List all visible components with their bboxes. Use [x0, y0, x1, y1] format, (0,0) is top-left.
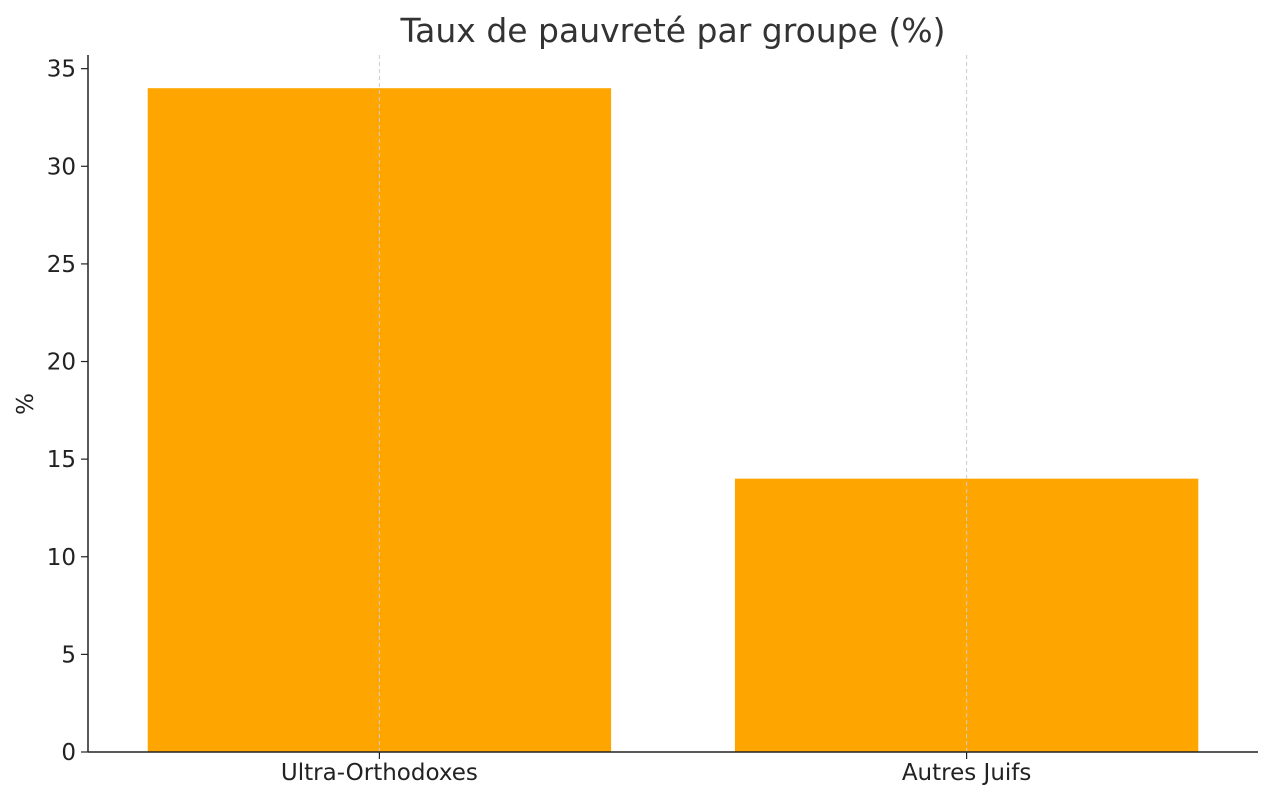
x-tick-label: Ultra-Orthodoxes: [281, 760, 478, 786]
y-tick-label: 35: [47, 57, 76, 83]
axes: [87, 55, 1258, 753]
y-tick-label: 20: [47, 350, 76, 376]
y-tick-label: 0: [61, 740, 76, 766]
bars: [147, 88, 1199, 752]
chart-title: Taux de pauvreté par groupe (%): [399, 11, 945, 50]
y-tick-label: 15: [47, 447, 76, 473]
y-tick-label: 10: [47, 545, 76, 571]
y-tick-label: 30: [47, 154, 76, 180]
y-tick-label: 5: [61, 642, 76, 668]
y-ticks: 0 5 10 15 20 25 30 35: [47, 57, 88, 766]
y-axis-label: %: [13, 393, 39, 415]
x-tick-label: Autres Juifs: [902, 760, 1032, 786]
y-tick-label: 25: [47, 252, 76, 278]
x-ticks: Ultra-Orthodoxes Autres Juifs: [281, 752, 1031, 786]
